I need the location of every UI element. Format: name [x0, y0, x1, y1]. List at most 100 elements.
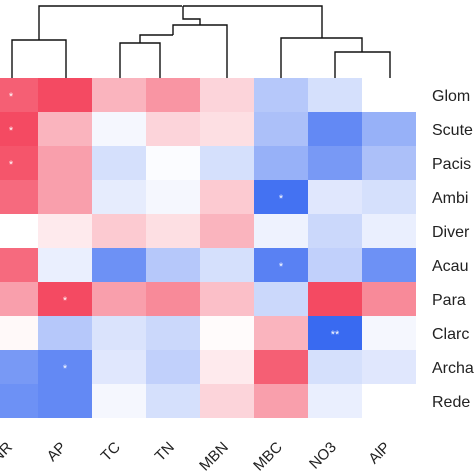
heatmap-cell [308, 316, 362, 350]
heatmap-cell [38, 146, 92, 180]
heatmap-cell [254, 146, 308, 180]
heatmap-cell [38, 112, 92, 146]
heatmap-cell [200, 180, 254, 214]
significance-mark: * [279, 193, 284, 205]
heatmap-cell [146, 282, 200, 316]
heatmap-cell [92, 112, 146, 146]
significance-mark: * [279, 261, 284, 273]
row-label: Glom [432, 88, 470, 105]
heatmap-cell [362, 146, 416, 180]
heatmap-cell [254, 282, 308, 316]
row-label: Clarc [432, 326, 469, 343]
heatmap-cell [308, 112, 362, 146]
heatmap-cell [254, 180, 308, 214]
heatmap-cell [362, 316, 416, 350]
significance-mark: * [9, 125, 14, 137]
heatmap-cell [92, 78, 146, 112]
column-label: NO3 [306, 439, 340, 473]
heatmap-cell [0, 146, 38, 180]
significance-mark: ** [331, 329, 340, 341]
heatmap-cell [362, 282, 416, 316]
dendrogram-branch [38, 5, 182, 40]
dendrogram-branch [290, 5, 323, 38]
row-label: Acau [432, 258, 468, 275]
heatmap-cell [254, 112, 308, 146]
heatmap-cells [0, 78, 416, 418]
heatmap-cell [200, 112, 254, 146]
heatmap-cell [254, 248, 308, 282]
significance-mark: * [63, 363, 68, 375]
heatmap-cell [308, 384, 362, 418]
heatmap-cell [308, 78, 362, 112]
significance-mark: * [9, 91, 14, 103]
heatmap-cell [38, 78, 92, 112]
significance-mark: * [9, 159, 14, 171]
heatmap-cell [0, 180, 38, 214]
heatmap-cell [146, 384, 200, 418]
row-labels: Glom Scute Pacis Ambi Diver Acau Para Clarc Arch… [432, 88, 474, 411]
heatmap-cell [0, 282, 38, 316]
heatmap-cell [146, 214, 200, 248]
dendrogram-branch [334, 51, 391, 78]
heatmap-cell [254, 350, 308, 384]
heatmap-cell [38, 282, 92, 316]
heatmap-cell [254, 316, 308, 350]
column-label: NR [0, 439, 16, 466]
heatmap-cell [200, 78, 254, 112]
heatmap-cell [92, 248, 146, 282]
heatmap-cell [362, 350, 416, 384]
heatmap-cell [254, 214, 308, 248]
row-label: Rede [432, 394, 470, 411]
heatmap-cell [362, 180, 416, 214]
heatmap-cell [146, 350, 200, 384]
row-label: Pacis [432, 156, 471, 173]
heatmap-cell [92, 146, 146, 180]
heatmap-cell [200, 214, 254, 248]
heatmap-cell [0, 78, 38, 112]
heatmap-cell [92, 316, 146, 350]
heatmap-cell [200, 282, 254, 316]
heatmap-cell [146, 180, 200, 214]
dendrogram-branch [280, 37, 363, 78]
heatmap-cell [362, 384, 416, 418]
heatmap-cell [146, 146, 200, 180]
column-label: AP [44, 439, 70, 465]
column-label: AlP [365, 439, 394, 468]
heatmap-cell [146, 112, 200, 146]
heatmap-cell [308, 350, 362, 384]
significance-mark: * [63, 295, 68, 307]
heatmap-cell [92, 282, 146, 316]
column-label: MBC [250, 439, 286, 474]
heatmap-cell [200, 316, 254, 350]
heatmap-cell [362, 112, 416, 146]
heatmap-cell [38, 248, 92, 282]
heatmap-cell [254, 78, 308, 112]
heatmap-cell [92, 384, 146, 418]
heatmap-cell [308, 282, 362, 316]
heatmap-cell [200, 384, 254, 418]
dendrogram-branch [172, 24, 228, 78]
heatmap-cell [362, 78, 416, 112]
heatmap-cell [200, 146, 254, 180]
heatmap-cell [38, 384, 92, 418]
row-label: Diver [432, 224, 470, 241]
heatmap-cell [308, 180, 362, 214]
row-label: Archa [432, 360, 474, 377]
heatmap-cell [146, 78, 200, 112]
heatmap-cell [362, 214, 416, 248]
heatmap-cell [200, 248, 254, 282]
heatmap-cell [0, 248, 38, 282]
heatmap-cell [254, 384, 308, 418]
heatmap-cell [38, 350, 92, 384]
heatmap-cell [146, 248, 200, 282]
dendrogram-branch [139, 34, 173, 43]
heatmap-cell [0, 316, 38, 350]
heatmap-cell [0, 214, 38, 248]
column-label: TN [152, 439, 178, 465]
heatmap-cell [38, 180, 92, 214]
heatmap-cell [0, 112, 38, 146]
column-dendrogram [11, 5, 391, 78]
dendrogram-branch [119, 42, 161, 78]
heatmap-cell [308, 248, 362, 282]
